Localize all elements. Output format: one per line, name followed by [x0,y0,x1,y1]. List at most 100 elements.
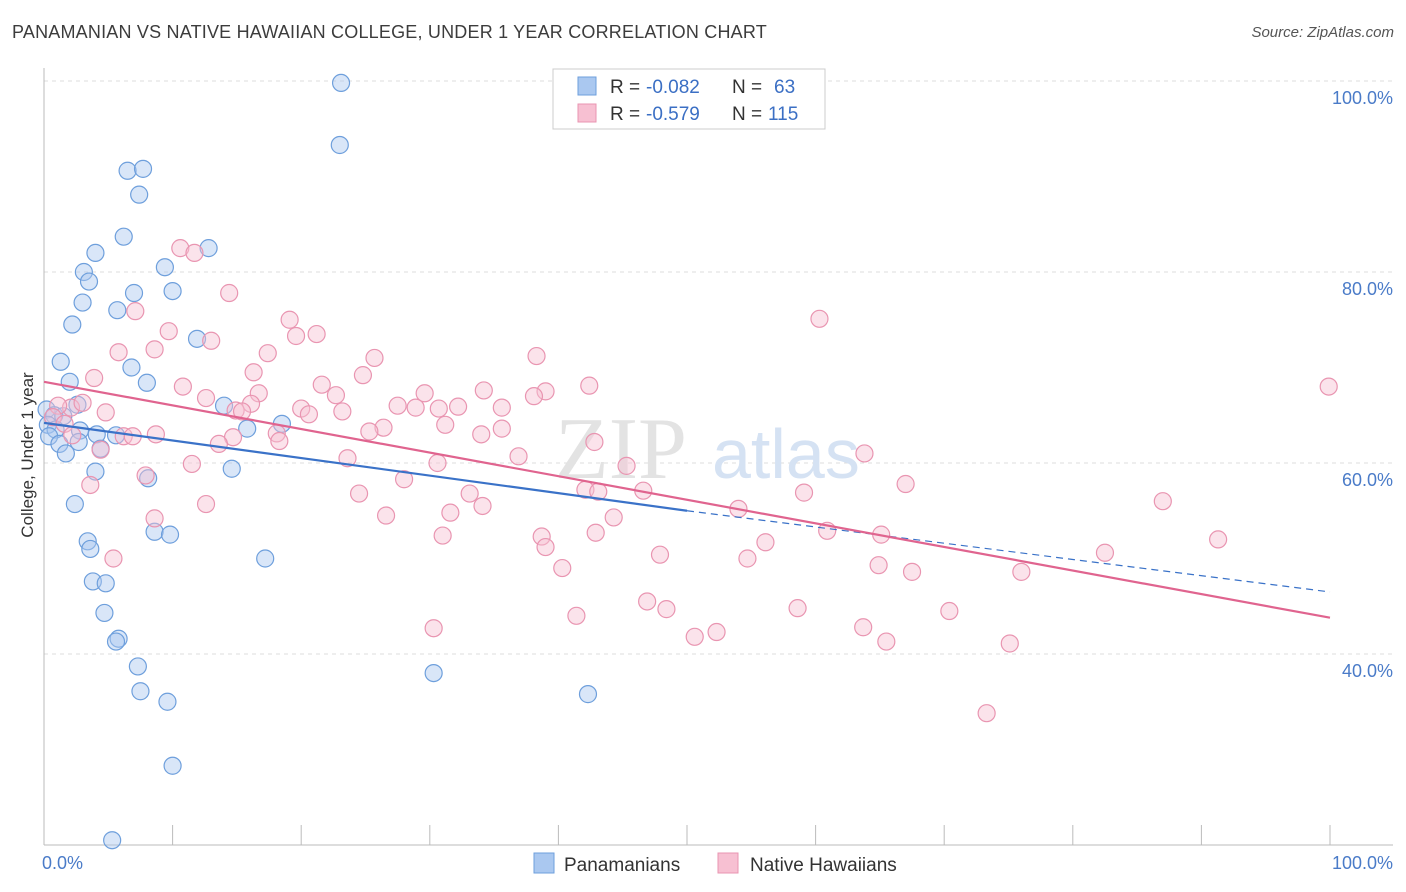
data-point [536,382,555,401]
data-point [182,454,201,474]
data-point [51,352,70,371]
data-point [448,397,468,416]
data-point [160,525,180,544]
data-point [349,484,369,503]
data-point [222,459,241,478]
legend: R = -0.082 N = 63 R = -0.579 N = 115 [552,68,826,130]
bottom-legend-native-hawaiians: Native Hawaiians [750,855,897,876]
source-label: Source: ZipAtlas.com [1251,24,1394,41]
data-point [509,447,528,466]
trend-lines [43,380,1331,619]
data-point [108,301,127,320]
data-point [74,262,93,282]
data-point [441,503,460,522]
data-point [472,425,491,444]
data-point [137,373,156,392]
data-point [567,606,586,625]
data-point [473,496,492,516]
data-point [171,239,190,258]
data-point [429,399,448,418]
trend-line-blue [43,421,688,512]
data-point [524,387,544,406]
legend-r-label-pink: R = [610,104,640,125]
data-point [877,632,896,651]
data-point [124,283,144,303]
data-point [1319,377,1338,396]
data-point [1209,530,1228,549]
data-point [312,375,331,394]
data-point [145,340,164,359]
axes [43,68,1393,846]
data-point [81,475,100,495]
data-point [604,508,623,527]
data-point [106,632,126,651]
data-point [940,601,959,621]
data-point [433,526,452,545]
data-point [63,315,82,334]
trend-line-blue-extension [686,510,1331,593]
data-point [374,418,393,437]
data-point [95,603,114,623]
data-point [73,393,92,412]
data-point [65,494,84,514]
data-point [617,456,636,475]
watermark: ZIP atlas [555,401,860,498]
data-point [707,622,726,642]
data-point [145,509,164,528]
data-point [146,425,165,444]
data-point [756,533,775,552]
data-point [73,293,92,312]
data-point [424,619,443,638]
bottom-legend: Panamanians Native Hawaiians [533,852,897,876]
data-point [1153,492,1172,511]
data-point [244,363,263,382]
bottom-legend-swatch-panamanians [533,852,555,874]
data-point [49,396,68,415]
data-point [136,466,155,485]
data-point [896,474,915,494]
data-point [406,398,425,417]
data-point [527,346,546,366]
data-point [81,539,100,559]
data-point [133,159,153,178]
legend-box [552,68,826,130]
data-point [1000,634,1019,653]
data-point [650,545,670,564]
legend-swatch-blue [577,76,597,96]
data-point [902,562,922,581]
data-point [286,326,306,346]
data-point [415,384,434,403]
data-point [103,831,122,850]
data-point [202,331,221,350]
data-point [196,388,216,408]
data-point [104,549,123,568]
data-point [333,402,352,421]
data-point [79,272,99,291]
watermark-atlas: atlas [712,415,860,493]
data-point [159,322,178,341]
data-point [158,692,177,711]
data-point [1012,562,1031,581]
data-point [122,358,141,377]
data-point [86,462,105,481]
data-point [232,402,252,421]
data-point [977,704,996,723]
data-point [436,415,455,434]
data-point [196,494,216,514]
legend-r-value-pink: -0.579 [646,104,700,125]
data-point [130,185,149,204]
legend-r-value-blue: -0.082 [646,77,700,98]
data-point [365,348,384,368]
data-point [114,227,133,246]
data-point [256,549,275,568]
data-point [220,283,239,303]
data-point [280,310,299,329]
data-point [163,756,182,775]
data-point [118,161,137,180]
data-point [657,600,676,619]
tick-labels: 100.0% 80.0% 60.0% 40.0% 0.0% 100.0% [42,88,1393,873]
data-point [155,258,174,277]
y-tick-label: 100.0% [1332,88,1393,108]
data-point [139,469,158,488]
